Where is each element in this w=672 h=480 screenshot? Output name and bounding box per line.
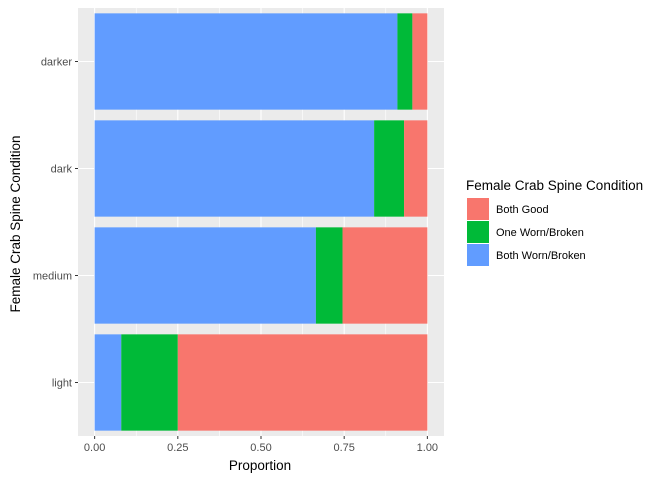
y-axis: light medium dark darker [33, 57, 78, 390]
legend-key [467, 221, 489, 243]
x-tick-label: 0.00 [84, 442, 105, 454]
legend: Female Crab Spine Condition Both Good One… [466, 178, 643, 266]
bar-medium-both-worn-broken [94, 227, 316, 324]
legend-key [467, 198, 489, 220]
x-axis: 0.00 0.25 0.50 0.75 1.00 [84, 436, 438, 454]
bars-group [94, 13, 428, 431]
bar-darker-both-good [412, 13, 428, 110]
y-tick-label: darker [41, 57, 73, 69]
x-tick-label: 0.75 [333, 442, 354, 454]
bar-light-one-worn-broken [121, 334, 178, 431]
bar-medium-both-good [342, 227, 428, 324]
bar-dark-one-worn-broken [374, 120, 405, 217]
bar-light-both-worn-broken [94, 334, 122, 431]
bar-light-both-good [177, 334, 428, 431]
bar-darker-both-worn-broken [94, 13, 398, 110]
bar-darker-one-worn-broken [397, 13, 413, 110]
y-tick-label: light [52, 378, 72, 390]
x-tick-label: 0.50 [250, 442, 271, 454]
x-tick-label: 1.00 [417, 442, 438, 454]
legend-label: Both Worn/Broken [496, 250, 586, 262]
y-tick-label: dark [51, 164, 73, 176]
legend-label: One Worn/Broken [496, 227, 584, 239]
y-axis-title: Female Crab Spine Condition [8, 135, 23, 312]
bar-dark-both-worn-broken [94, 120, 375, 217]
bar-dark-both-good [404, 120, 428, 217]
legend-label: Both Good [496, 204, 549, 216]
x-axis-title: Proportion [229, 458, 291, 473]
legend-title: Female Crab Spine Condition [466, 178, 643, 193]
x-tick-label: 0.25 [167, 442, 188, 454]
y-tick-label: medium [33, 271, 72, 283]
legend-key [467, 244, 489, 266]
bar-medium-one-worn-broken [315, 227, 343, 324]
